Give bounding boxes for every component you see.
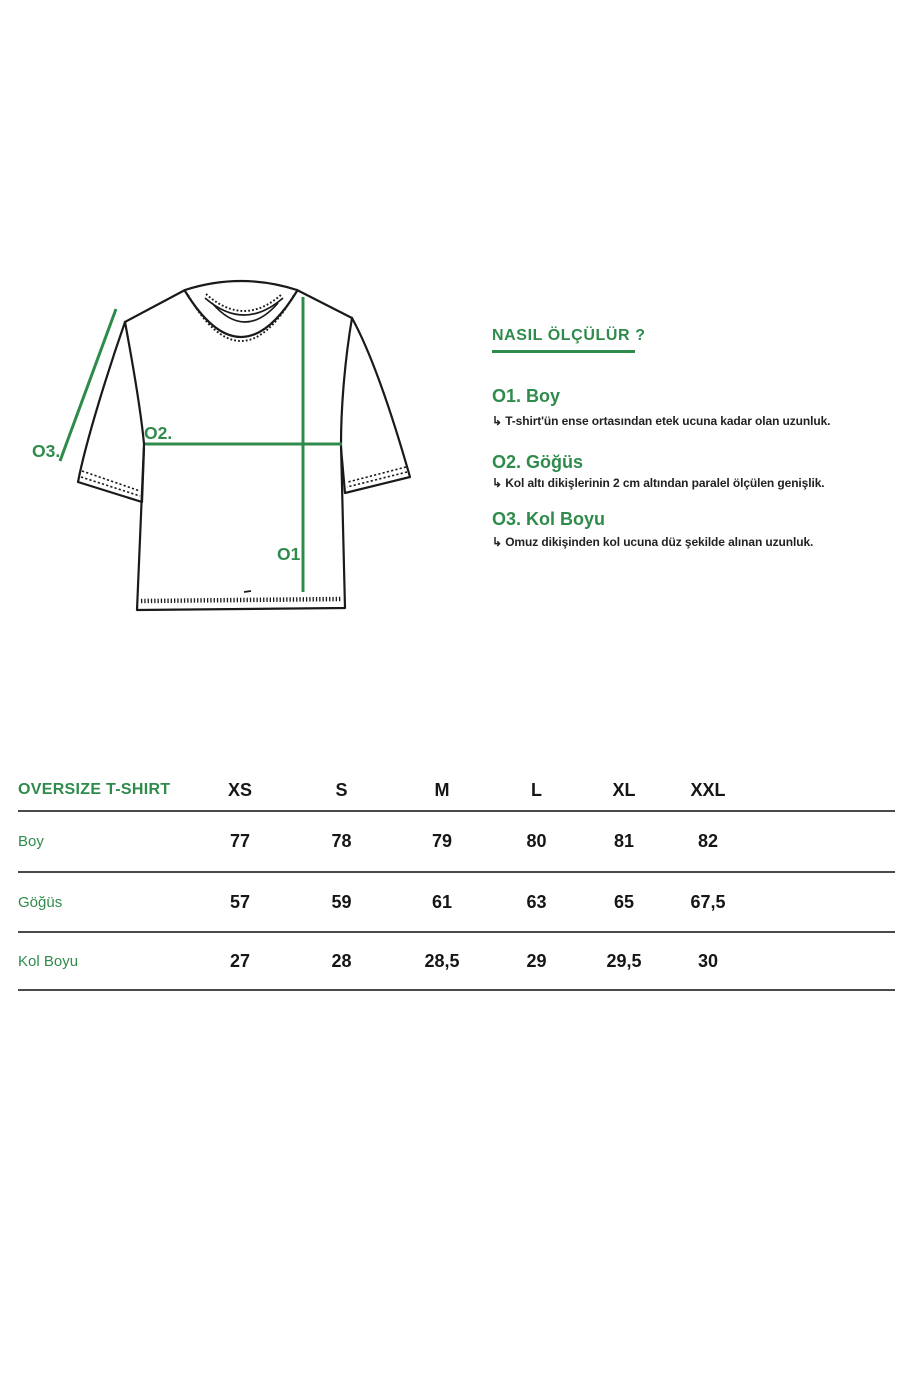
tshirt-body <box>135 442 347 612</box>
value-gogus-xs: 57 <box>229 891 251 912</box>
size-column-xl: XL <box>612 779 636 800</box>
value-boy-s: 78 <box>331 831 352 851</box>
table-row-gogus: Göğüs 57 59 61 63 65 67,5 <box>18 873 895 933</box>
value-boy-m: 79 <box>431 831 453 851</box>
size-table-product-label: OVERSIZE T-SHIRT <box>18 781 171 798</box>
how-to-measure-title: NASIL ÖLÇÜLÜR ? <box>492 327 646 344</box>
value-boy-xs: 77 <box>229 831 251 851</box>
tshirt-right-armhole-seam <box>339 316 354 446</box>
tshirt-collar-inner-arc <box>211 302 279 323</box>
value-gogus-m: 61 <box>431 891 453 912</box>
value-boy-xl: 81 <box>613 831 635 851</box>
value-kol-boyu-l: 29 <box>526 950 547 971</box>
size-table: OVERSIZE T-SHIRT XS S M L XL XXL Boy 77 … <box>18 770 895 991</box>
measure-item-desc-kol-boyu: ↳ Omuz dikişinden kol ucuna düz şekilde … <box>492 535 814 549</box>
tshirt-collar-top-arc <box>183 279 299 292</box>
tshirt-hem-stitch <box>140 596 343 604</box>
value-gogus-l: 63 <box>526 891 547 912</box>
row-label-gogus: Göğüs <box>18 893 63 911</box>
tshirt-collar-opening-arc <box>204 297 284 316</box>
diagram-label-o1: O1. <box>277 544 305 564</box>
size-column-m: M <box>434 779 450 800</box>
value-kol-boyu-m: 28,5 <box>424 950 460 971</box>
value-kol-boyu-s: 28 <box>331 950 352 971</box>
value-boy-xxl: 82 <box>697 831 719 851</box>
tshirt-left-sleeve <box>76 320 146 504</box>
value-kol-boyu-xxl: 30 <box>697 950 719 971</box>
tshirt-left-armhole-seam <box>123 320 146 446</box>
measure-line-o3-sleeve <box>58 308 118 462</box>
tshirt-right-shoulder <box>295 288 354 320</box>
tshirt-measurement-diagram: O3. O2. O1. <box>32 279 412 612</box>
diagram-label-o3: O3. <box>32 441 60 461</box>
tshirt-left-cuff-stitch-2 <box>80 476 141 497</box>
value-gogus-xl: 65 <box>613 891 635 912</box>
tshirt-collar-seam-arc <box>183 289 299 339</box>
tshirt-collar-opening-stitch <box>205 293 283 312</box>
tshirt-hem-brand-mark <box>243 590 252 593</box>
value-kol-boyu-xs: 27 <box>229 950 251 971</box>
size-column-s: S <box>335 779 348 800</box>
tshirt-right-cuff-stitch-2 <box>346 471 408 488</box>
title-underline-rule <box>492 350 635 353</box>
measure-item-title-boy: O1. Boy <box>492 386 561 406</box>
table-row-kol-boyu: Kol Boyu 27 28 28,5 29 29,5 30 <box>18 933 895 991</box>
value-kol-boyu-xl: 29,5 <box>606 950 642 971</box>
tshirt-left-shoulder <box>123 288 187 324</box>
measure-item-title-kol-boyu: O3. Kol Boyu <box>492 509 606 529</box>
tshirt-right-cuff-stitch-1 <box>347 466 407 483</box>
size-column-l: L <box>531 779 542 800</box>
row-label-boy: Boy <box>18 833 44 850</box>
diagram-label-o2: O2. <box>144 423 172 443</box>
tshirt-right-sleeve <box>339 316 412 495</box>
table-row-boy: Boy 77 78 79 80 81 82 <box>18 812 895 873</box>
measure-item-title-gogus: O2. Göğüs <box>492 452 584 472</box>
size-column-xs: XS <box>227 779 252 800</box>
value-gogus-s: 59 <box>331 891 352 912</box>
size-table-header-row: OVERSIZE T-SHIRT XS S M L XL XXL <box>18 770 895 812</box>
value-gogus-xxl: 67,5 <box>690 891 726 912</box>
size-column-xxl: XXL <box>690 779 726 800</box>
value-boy-l: 80 <box>526 831 547 851</box>
tshirt-left-cuff-stitch-1 <box>81 470 141 492</box>
row-label-kol-boyu: Kol Boyu <box>18 952 79 970</box>
measure-item-desc-gogus: ↳ Kol altı dikişlerinin 2 cm altından pa… <box>492 476 825 490</box>
measure-item-desc-boy: ↳ T-shirt'ün ense ortasından etek ucuna … <box>492 414 831 428</box>
